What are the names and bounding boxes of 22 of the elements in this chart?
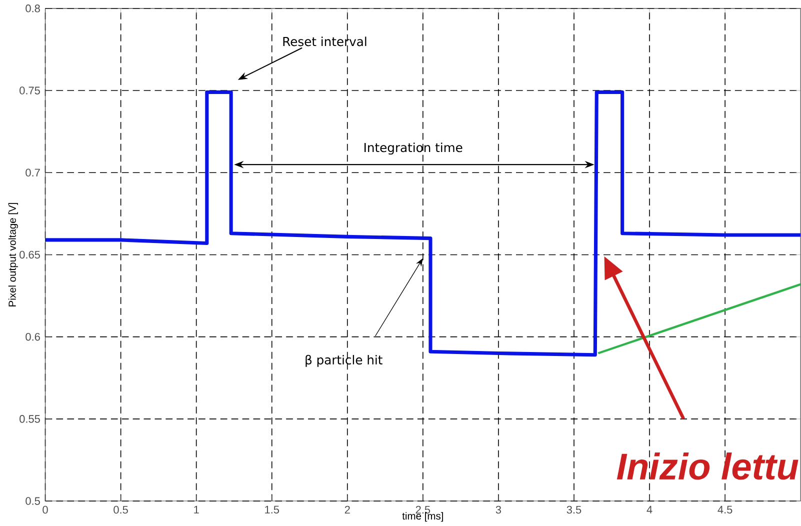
y-tick-label: 0.5 bbox=[26, 497, 40, 505]
annotation: Inizio lettu bbox=[616, 452, 798, 480]
y-tick-label: 0.6 bbox=[26, 332, 40, 341]
annotation: Integration time bbox=[364, 142, 462, 154]
x-tick-label: 0 bbox=[42, 506, 48, 514]
x-tick-label: 4 bbox=[646, 506, 652, 514]
annotation: Reset interval bbox=[283, 36, 366, 46]
x-tick-label: 2 bbox=[344, 506, 350, 514]
x-tick-label: 2.5 bbox=[416, 506, 430, 514]
x-tick-label: 1.5 bbox=[265, 506, 280, 514]
x-tick-label: 3 bbox=[496, 506, 502, 514]
y-tick-label: 0.75 bbox=[20, 86, 40, 94]
y-tick-label: 0.8 bbox=[26, 4, 40, 12]
x-tick-label: 4.5 bbox=[718, 506, 732, 514]
y-tick-label: 0.7 bbox=[26, 168, 40, 176]
y-tick-label: 0.65 bbox=[20, 250, 40, 259]
x-tick-label: 1 bbox=[194, 506, 199, 514]
x-tick-label: 3.5 bbox=[566, 506, 582, 514]
x-tick-label: 0.5 bbox=[114, 506, 128, 514]
annotation: β particle hit bbox=[306, 354, 382, 367]
y-tick-label: 0.55 bbox=[20, 414, 40, 423]
y-axis-title: Pixel output voltage [V] bbox=[8, 202, 18, 306]
